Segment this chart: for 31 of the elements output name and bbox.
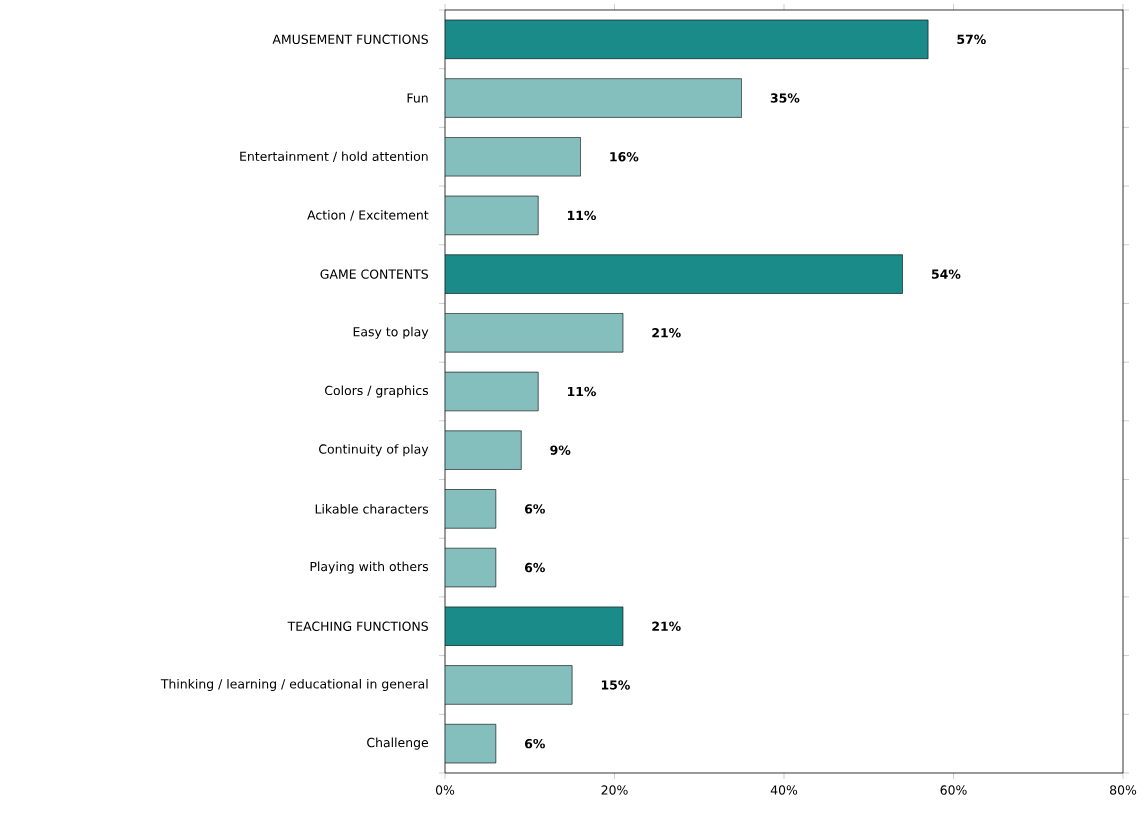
y-tick-label: Fun: [407, 93, 428, 103]
data-label: 11%: [567, 210, 596, 221]
x-tick-label: 60%: [940, 785, 967, 795]
y-tick-label: AMUSEMENT FUNCTIONS: [272, 34, 428, 45]
y-tick-label: Likable characters: [315, 504, 429, 514]
y-tick-label: Easy to play: [353, 326, 429, 339]
y-tick-label: Playing with others: [310, 561, 429, 574]
data-label: 35%: [770, 93, 800, 103]
y-tick-label: TEACHING FUNCTIONS: [287, 621, 428, 631]
y-tick-label: Action / Excitement: [307, 210, 429, 221]
y-tick-label: Entertainment / hold attention: [240, 151, 428, 163]
y-tick-label: GAME CONTENTS: [320, 269, 428, 279]
data-label: 54%: [931, 269, 961, 279]
data-label: 21%: [652, 328, 681, 338]
y-tick-label: Colors / graphics: [325, 385, 429, 398]
data-label: 6%: [524, 562, 545, 573]
data-label: 15%: [601, 680, 630, 690]
data-label: 21%: [652, 621, 681, 631]
y-tick-label: Continuity of play: [319, 444, 429, 457]
data-label: 11%: [567, 386, 596, 397]
x-tick-label: 80%: [1110, 785, 1137, 795]
data-label: 16%: [610, 152, 639, 162]
y-tick-label: Challenge: [367, 737, 428, 750]
x-tick-label: 40%: [770, 785, 798, 795]
y-tick-label: Thinking / learning / educational in general: [160, 678, 428, 691]
x-tick-label: 0%: [435, 785, 455, 795]
data-label: 9%: [550, 445, 571, 455]
x-tick-label: 20%: [601, 785, 628, 795]
data-label: 6%: [524, 504, 545, 514]
data-label: 57%: [957, 34, 986, 45]
data-label: 6%: [524, 738, 545, 749]
